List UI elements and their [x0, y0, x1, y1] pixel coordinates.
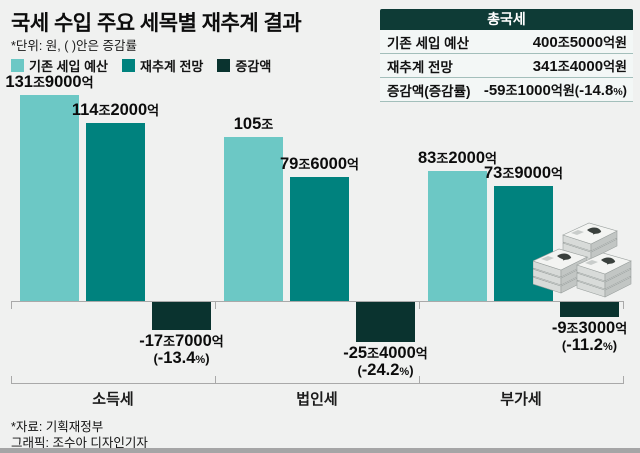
legend-label: 기존 세입 예산 [29, 59, 108, 74]
legend-item-1: 재추계 전망 [121, 56, 204, 75]
legend-item-2: 증감액 [217, 56, 271, 75]
bar-value-label: -9조3000억 [551, 319, 628, 337]
bar-value-label: 83조2000억 [417, 149, 498, 167]
legend-swatch-icon [217, 59, 231, 72]
bar-부가세-기존 세입 예산 [428, 171, 487, 301]
bottom-divider [0, 448, 640, 453]
bar-부가세-증감액 [560, 302, 619, 317]
table-row-label: 기존 세입 예산 [387, 35, 470, 51]
table-row-value: -59조1000억원(-14.8%) [483, 82, 627, 99]
bar-소득세-증감액 [152, 302, 211, 330]
legend: 기존 세입 예산 재추계 전망 증감액 [11, 56, 271, 75]
bar-value-label: -25조4000억 [343, 344, 428, 362]
bar-percent-label: (-11.2%) [561, 336, 618, 354]
table-row: 증감액(증감률) -59조1000억원(-14.8%) [380, 78, 633, 102]
category-label-부가세: 부가세 [500, 391, 542, 408]
bar-법인세-재추계 전망 [290, 177, 349, 301]
table-row-value: 400조5000억원 [532, 34, 627, 51]
bar-percent-label: (-13.4%) [153, 349, 210, 367]
category-axis-tick [11, 376, 12, 384]
table-row: 기존 세입 예산 400조5000억원 [380, 30, 633, 54]
category-axis-tick [623, 376, 624, 384]
category-label-법인세: 법인세 [296, 391, 338, 408]
table-row-value: 341조4000억원 [532, 58, 627, 75]
bar-법인세-증감액 [356, 302, 415, 342]
credit-note: 그래픽: 조수아 디자인기자 [11, 436, 148, 450]
bar-percent-label: (-24.2%) [357, 361, 414, 379]
zero-axis-tick [215, 301, 216, 309]
category-axis-tick [419, 376, 420, 384]
legend-swatch-icon [11, 59, 24, 72]
bar-소득세-재추계 전망 [86, 123, 145, 301]
zero-axis-tick [623, 301, 624, 309]
legend-label: 재추계 전망 [139, 59, 204, 74]
money-stacks-icon [533, 222, 632, 298]
zero-axis-tick [419, 301, 420, 309]
bar-소득세-기존 세입 예산 [20, 95, 79, 301]
table-row: 재추계 전망 341조4000억원 [380, 54, 633, 78]
legend-swatch-icon [121, 59, 135, 72]
bar-value-label: 79조6000억 [279, 155, 360, 173]
bar-value-label: 114조2000억 [71, 101, 160, 119]
legend-label: 증감액 [235, 59, 272, 74]
total-tax-table-title: 총국세 [380, 9, 633, 30]
zero-axis-line [11, 301, 623, 302]
bar-value-label: 131조9000억 [5, 73, 94, 91]
table-row-label: 재추계 전망 [387, 59, 453, 75]
category-axis-line [11, 383, 623, 384]
source-note: *자료: 기획재정부 [11, 420, 104, 434]
category-label-소득세: 소득세 [92, 391, 134, 408]
unit-note: *단위: 원, ( )안은 증감률 [11, 39, 138, 53]
zero-axis-tick [11, 301, 12, 309]
bar-value-label: 105조 [233, 115, 274, 133]
legend-item-0: 기존 세입 예산 [11, 56, 108, 75]
bar-value-label: -17조7000억 [139, 332, 224, 350]
bar-법인세-기존 세입 예산 [224, 137, 283, 301]
category-axis-tick [215, 376, 216, 384]
page-title: 국세 수입 주요 세목별 재추계 결과 [11, 12, 302, 35]
table-row-label: 증감액(증감률) [387, 83, 471, 99]
bar-value-label: 73조9000억 [483, 164, 564, 182]
